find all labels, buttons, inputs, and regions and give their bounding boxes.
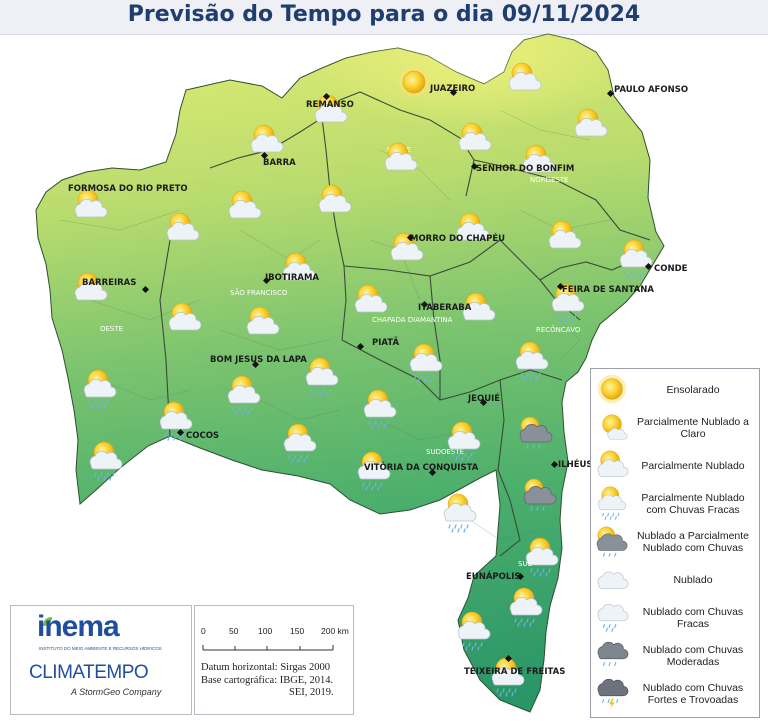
city-label-piata: PIATÃ (372, 337, 399, 348)
region-label-sul: SUL (518, 560, 532, 568)
legend-label: Parcialmente Nublado com Chuvas Fracas (641, 492, 745, 516)
city-marker (428, 468, 437, 477)
city-label-conde: CONDE (654, 264, 688, 274)
scale-bar (202, 645, 334, 651)
region-label-chapada-diamantina: CHAPADA DIAMANTINA (372, 316, 453, 324)
datum-line: SEI, 2019. (289, 687, 334, 698)
region-label-sao-francisco: SÃO FRANCISCO (230, 288, 288, 297)
city-label-remanso: REMANSO (306, 100, 354, 110)
city-marker (479, 398, 488, 407)
city-label-cocos: COCOS (186, 431, 219, 441)
city-marker (449, 88, 458, 97)
legend-label: Nublado com Chuvas Moderadas (642, 644, 744, 668)
city-marker (516, 572, 525, 581)
city-marker (356, 342, 365, 351)
city-marker (644, 262, 653, 271)
sun-small-cloud-icon (602, 414, 628, 440)
page-title: Previsão do Tempo para o dia 09/11/2024 (127, 2, 641, 27)
scale-panel: 0 50 100 150 200 km Datum horizontal: Si… (194, 605, 354, 715)
legend-label: Parcialmente Nublado a Claro (636, 416, 750, 440)
inema-logo: inema (37, 610, 120, 643)
city-marker (251, 360, 260, 369)
legend-label: Nublado com Chuvas Fortes e Trovoadas (642, 682, 744, 706)
sun-cloud-icon (597, 450, 629, 477)
legend-item: Ensolarado (591, 371, 759, 409)
city-marker (470, 162, 479, 171)
sun-dark-cloud-rain-icon (596, 526, 628, 557)
region-boundaries (159, 91, 651, 557)
city-marker (406, 233, 415, 242)
region-label-nordeste: NORDESTE (530, 176, 569, 184)
city-label-senhor-do-bonfim: SENHOR DO BONFIM (476, 164, 574, 174)
region-label-sudoeste: SUDOESTE (426, 448, 464, 456)
sun-icon (398, 66, 430, 98)
city-label-bom-jesus-da-lapa: BOM JESUS DA LAPA (210, 355, 307, 365)
city-label-barra: BARRA (263, 158, 296, 168)
legend-item: Nublado a Parcialmente Nublado com Chuva… (591, 523, 759, 561)
legend-label: Parcialmente Nublado (641, 460, 745, 472)
storm-cloud-icon (597, 678, 629, 710)
city-label-teixeira-de-freitas: TEIXEIRA DE FREITAS (464, 667, 565, 677)
city-marker (141, 285, 150, 294)
city-label-feira-de-santana: FEIRA DE SANTANA (562, 285, 654, 295)
city-label-vitoria-da-conquista: VITÓRIA DA CONQUISTA (364, 461, 479, 473)
scale-tick: 0 (201, 626, 206, 636)
city-label-juazeiro: JUAZEIRO (429, 84, 475, 94)
legend-item: Nublado com Chuvas Fracas (591, 599, 759, 637)
legend-item: Parcialmente Nublado a Claro (591, 409, 759, 447)
city-label-jequie: JEQUIÉ (467, 392, 500, 404)
city-marker (260, 151, 269, 160)
city-label-ibotirama: IBOTIRAMA (265, 273, 319, 283)
city-label-eunapolis: EUNÁPOLIS (466, 570, 521, 582)
scale-tick: 150 (290, 626, 305, 636)
region-label-oeste: OESTE (100, 325, 123, 333)
datum-line: Base cartográfica: IBGE, 2014. (201, 674, 334, 686)
legend: Ensolarado Parcialmente Nublado a Claro … (590, 368, 760, 718)
city-label-formosa-do-rio-preto: FORMOSA DO RIO PRETO (68, 184, 188, 194)
legend-item: Parcialmente Nublado (591, 447, 759, 485)
sun-cloud-light-rain-icon (443, 493, 477, 533)
legend-label: Nublado com Chuvas Fracas (642, 606, 744, 630)
city-labels: JUAZEIRO PAULO AFONSO REMANSO BARRA SENH… (68, 84, 688, 677)
city-marker (420, 300, 429, 309)
legend-label: Nublado (673, 574, 713, 586)
datum-text: Datum horizontal: Sirgas 2000 Base carto… (201, 662, 351, 700)
sun-cloud-light-rain-icon (597, 486, 627, 520)
legend-item: Nublado com Chuvas Fortes e Trovoadas (591, 675, 759, 713)
city-label-paulo-afonso: PAULO AFONSO (614, 85, 688, 95)
legend-item: Parcialmente Nublado com Chuvas Fracas (591, 485, 759, 523)
city-label-morro-do-chapeu: MORRO DO CHAPÉU (410, 232, 505, 244)
legend-label: Ensolarado (666, 384, 720, 396)
datum-line: Datum horizontal: Sirgas 2000 (201, 662, 330, 673)
scale-tick: 100 (258, 626, 273, 636)
city-marker (504, 654, 513, 663)
city-marker (262, 276, 271, 285)
dark-cloud-rain-icon (597, 641, 629, 666)
city-marker (176, 428, 185, 437)
legend-item: Nublado (591, 561, 759, 599)
city-marker (550, 460, 559, 469)
sun-icon (597, 374, 627, 404)
inema-subtitle: INSTITUTO DO MEIO AMBIENTE E RECURSOS HÍ… (39, 646, 162, 651)
logo-panel: inema INSTITUTO DO MEIO AMBIENTE E RECUR… (10, 605, 192, 715)
city-label-ilheus: ILHÉUS (558, 458, 593, 470)
cloud-icon (597, 571, 629, 589)
city-markers (141, 88, 653, 663)
region-label-reconcavo: RECÔNCAVO (536, 325, 581, 334)
scale-tick: 200 km (321, 626, 349, 636)
city-label-barreiras: BARREIRAS (82, 278, 136, 288)
climatempo-logo: CLIMATEMPO (29, 662, 149, 683)
city-marker (556, 282, 565, 291)
city-marker (606, 89, 615, 98)
legend-item: Nublado com Chuvas Moderadas (591, 637, 759, 675)
title-bar: Previsão do Tempo para o dia 09/11/2024 (0, 0, 768, 35)
stormgeo-tagline: A StormGeo Company (71, 687, 162, 697)
city-marker (322, 92, 331, 101)
cloud-light-rain-icon (597, 603, 629, 632)
scale-tick: 50 (229, 626, 239, 636)
legend-label: Nublado a Parcialmente Nublado com Chuva… (636, 530, 750, 554)
city-label-itaberaba: ITABERABA (418, 303, 472, 313)
inema-leaf-icon (43, 617, 52, 626)
